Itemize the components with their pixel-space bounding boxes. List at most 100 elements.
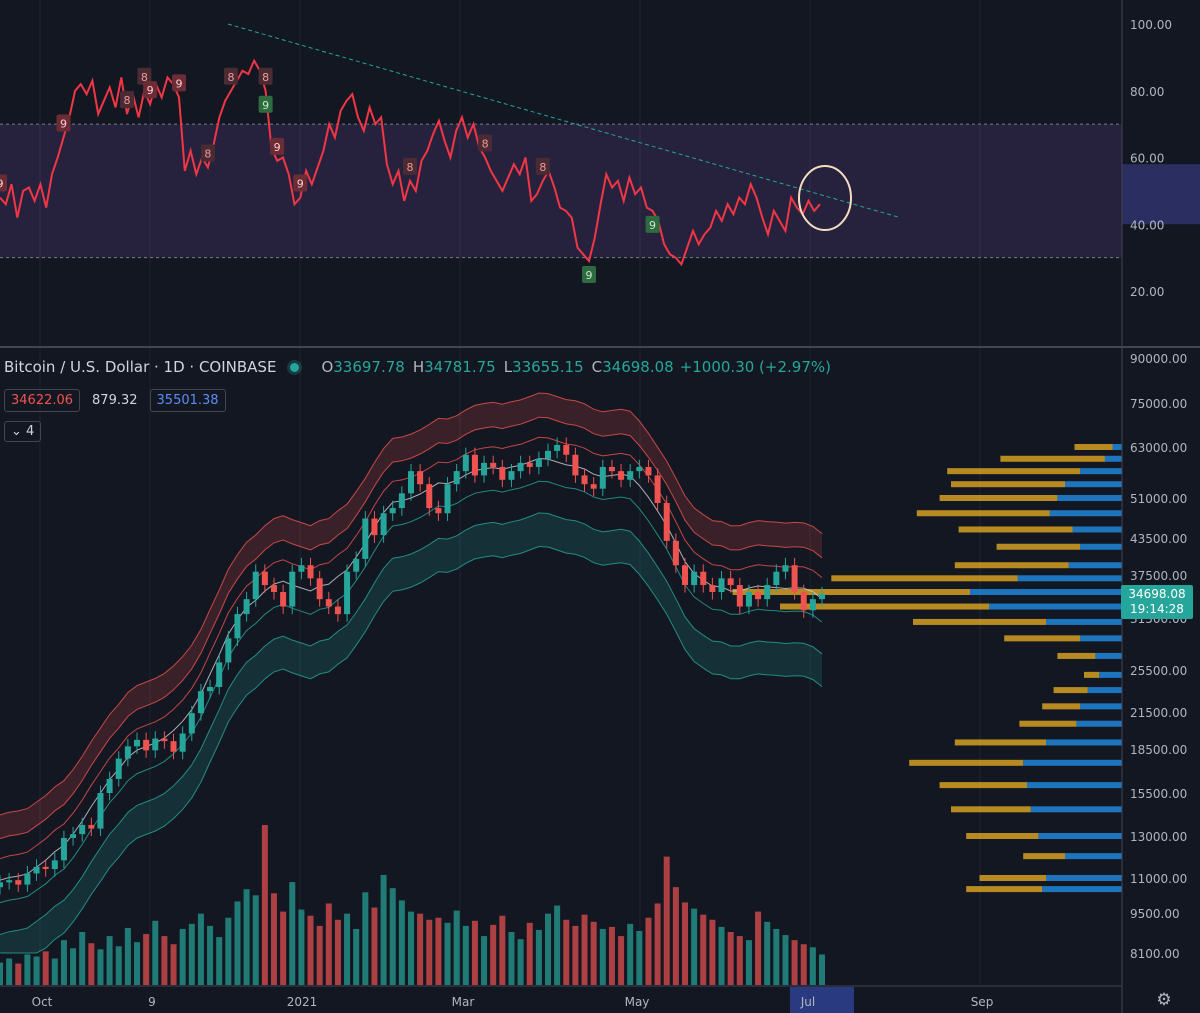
td-label-box: [258, 67, 273, 85]
candle-body: [755, 592, 762, 600]
rsi-band: [0, 124, 1122, 258]
candle-body: [426, 484, 433, 509]
envelope-line: [0, 512, 823, 935]
ohlc-open-key: O: [321, 358, 334, 376]
volume-bar: [344, 913, 351, 985]
vp-bar-up: [1046, 739, 1122, 746]
ohlc-close: 34698.08: [602, 358, 674, 376]
candle-body: [42, 866, 49, 870]
price-tick-label: 75000.00: [1130, 397, 1187, 411]
vp-bar-down: [954, 562, 1069, 569]
volume-bar: [709, 919, 716, 985]
volume-bar: [15, 963, 22, 985]
last-price: 34698.08: [1128, 587, 1186, 601]
volume-bar: [819, 954, 825, 985]
volume-bar: [471, 920, 478, 985]
volume-bar: [271, 893, 277, 985]
candle-body: [545, 450, 551, 459]
candle-body: [225, 638, 232, 663]
td-label: 9: [147, 84, 154, 97]
symbol-title[interactable]: Bitcoin / U.S. Dollar · 1D · COINBASE: [4, 358, 277, 376]
volume-profile: [732, 444, 1122, 893]
volume-bar: [408, 911, 414, 985]
vp-bar-up: [1095, 652, 1122, 659]
candle-body: [280, 592, 287, 607]
candle-body: [819, 594, 825, 600]
volume-bar: [234, 901, 241, 985]
vp-bar-up: [1038, 833, 1122, 839]
candle-body: [471, 454, 478, 476]
candle-body: [736, 585, 743, 607]
volume-bar: [773, 928, 780, 985]
ohlc-high-key: H: [412, 358, 425, 376]
candle-body: [115, 758, 122, 779]
volume-bar: [79, 932, 86, 985]
chevron-down-icon: ⌄: [11, 424, 22, 439]
price-tick-label: 13000.00: [1130, 830, 1187, 844]
time-tick-label: Jul: [800, 995, 815, 1009]
volume-bar: [581, 914, 588, 985]
volume-bar: [70, 948, 77, 985]
price-tick-label: 43500.00: [1130, 532, 1187, 546]
vp-bar-up: [1080, 468, 1122, 475]
td-label-box: [403, 157, 417, 175]
gear-icon[interactable]: ⚙: [1156, 990, 1172, 1010]
vp-bar-up: [1068, 562, 1122, 569]
price-tick-label: 8100.00: [1130, 947, 1180, 961]
candle-body: [800, 592, 807, 611]
ohlc-open: 33697.78: [333, 358, 405, 376]
volume-bar: [736, 936, 743, 985]
price-tick-label: 63000.00: [1130, 441, 1187, 455]
candle-body: [70, 834, 77, 838]
vp-bar-up: [1072, 526, 1122, 533]
volume-bar: [179, 928, 186, 985]
td-label: 9: [586, 269, 593, 282]
vp-bar-down: [1023, 853, 1065, 860]
volume-bar: [6, 958, 13, 985]
volume-bar: [590, 921, 597, 985]
volume-bar: [33, 956, 40, 985]
indicators-count: 4: [26, 424, 35, 439]
volume-bar: [545, 913, 551, 985]
indicator-value-upper[interactable]: 34622.06: [4, 389, 81, 412]
candle-body: [517, 462, 524, 472]
td-label: 8: [262, 71, 269, 84]
volume-bar: [380, 874, 387, 985]
vp-bar-up: [970, 589, 1122, 596]
indicator-value-lower[interactable]: 35501.38: [149, 389, 226, 412]
td-label-box: [120, 91, 135, 109]
volume-bar: [170, 944, 177, 985]
indicators-collapse-button[interactable]: ⌄ 4: [4, 421, 42, 442]
candle-body: [207, 686, 214, 692]
candle-body: [618, 471, 625, 480]
ohlc-low: 33655.15: [512, 358, 584, 376]
td-label: 9: [274, 141, 281, 154]
volume-bar: [353, 928, 360, 985]
vp-bar-up: [1017, 575, 1122, 582]
market-status-icon[interactable]: [290, 362, 300, 372]
candle-body: [773, 571, 780, 586]
candle-body: [307, 565, 314, 579]
volume-bar: [307, 915, 314, 985]
td-label: 8: [407, 161, 414, 174]
rsi-tick-label: 100.00: [1130, 18, 1172, 32]
candle-body: [325, 599, 332, 607]
vp-bar-down: [954, 739, 1046, 746]
td-label: 8: [204, 148, 211, 161]
volume-bar: [124, 927, 131, 985]
volume-bar: [727, 932, 734, 985]
volume-bar: [24, 954, 31, 985]
volume-bar: [134, 942, 140, 985]
td-label: 9: [0, 178, 4, 191]
candle-body: [727, 578, 734, 586]
candle-body: [170, 741, 177, 752]
rsi-line: [0, 58, 821, 267]
candle-body: [216, 662, 223, 687]
candle-body: [179, 733, 186, 752]
candle-body: [60, 837, 67, 861]
rsi-tick-label: 20.00: [1130, 285, 1164, 299]
vp-bar-up: [989, 603, 1122, 610]
rsi-tick-label: 80.00: [1130, 85, 1164, 99]
indicator-value-width: 879.32: [92, 393, 138, 408]
